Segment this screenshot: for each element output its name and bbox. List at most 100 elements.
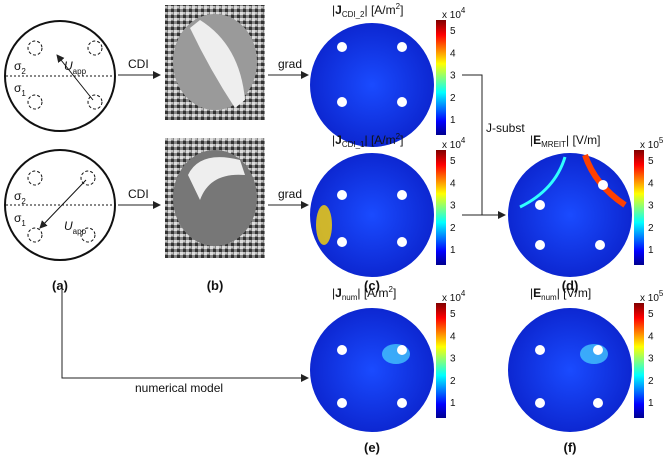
colorbar-tick-label: 3 xyxy=(648,201,654,212)
map-title: |JCDI_2| [A/m2] xyxy=(332,2,403,19)
colorbar-scale: x 104 xyxy=(442,136,466,151)
electrode xyxy=(397,42,407,52)
unit: [A/m xyxy=(371,3,396,17)
subscript: num xyxy=(342,293,358,302)
phase-images xyxy=(165,5,265,258)
colorbar-scale: x 104 xyxy=(442,289,466,304)
scale-base: x 10 xyxy=(640,140,659,151)
colorbar xyxy=(634,303,644,418)
arrow-label: J-subst xyxy=(486,121,525,135)
electrode xyxy=(337,237,347,247)
colorbar-tick-label: 4 xyxy=(450,178,456,189)
unit: [V/m] xyxy=(572,133,600,147)
colorbar-tick-label: 3 xyxy=(450,71,456,82)
colorbar-tick-label: 1 xyxy=(450,245,456,256)
colorbar-tick-label: 4 xyxy=(648,331,654,342)
scale-base: x 10 xyxy=(442,293,461,304)
colorbar-tick-label: 4 xyxy=(648,178,654,189)
colorbar-tick-label: 5 xyxy=(648,156,654,167)
unit: [A/m xyxy=(364,286,389,300)
colorbar-tick-label: 2 xyxy=(648,376,654,387)
symbol: J xyxy=(335,286,342,300)
unit: [V/m] xyxy=(563,286,591,300)
scale-exp: 5 xyxy=(659,136,664,145)
unit-end: ] xyxy=(393,286,396,300)
scale-exp: 4 xyxy=(461,6,466,15)
colorbar-tick-label: 1 xyxy=(648,245,654,256)
colorbar xyxy=(436,20,446,135)
sigma-label: σ2 xyxy=(14,59,26,76)
map-title: |Jnum| [A/m2] xyxy=(332,285,396,302)
symbol: J xyxy=(335,3,342,17)
colorbar-tick-label: 5 xyxy=(450,156,456,167)
unit-end: ] xyxy=(400,133,403,147)
colorbar-scale: x 105 xyxy=(640,289,664,304)
u-label-main: U xyxy=(64,219,73,233)
u-label-sub: app xyxy=(73,227,87,236)
arrow-label: grad xyxy=(278,187,302,201)
colorbar-tick-label: 4 xyxy=(450,331,456,342)
sigma-label-sub: 1 xyxy=(21,89,26,98)
map-disk xyxy=(310,23,434,147)
colorbar-tick-label: 3 xyxy=(450,201,456,212)
electrode xyxy=(593,345,603,355)
colorbar-scale: x 104 xyxy=(442,6,466,21)
u-label-sub: app xyxy=(73,67,87,76)
u-label: Uapp xyxy=(64,59,87,76)
map-disk xyxy=(508,153,632,277)
scale-base: x 10 xyxy=(640,293,659,304)
colorbar-tick-label: 1 xyxy=(648,398,654,409)
colorbar xyxy=(436,150,446,265)
unit: [A/m xyxy=(371,133,396,147)
sigma-label-sub: 1 xyxy=(21,219,26,228)
subscript: num xyxy=(541,293,557,302)
subscript: MREIT xyxy=(541,140,566,149)
electrode xyxy=(598,180,608,190)
electrode xyxy=(397,398,407,408)
colorbar-scale: x 105 xyxy=(640,136,664,151)
unit-end: ] xyxy=(400,3,403,17)
arrow-label: numerical model xyxy=(135,381,223,395)
electrode xyxy=(337,345,347,355)
colorbar-tick-label: 2 xyxy=(450,93,456,104)
electrode xyxy=(535,398,545,408)
u-label-main: U xyxy=(64,59,73,73)
electrode xyxy=(397,97,407,107)
map-disk xyxy=(310,308,434,432)
symbol: E xyxy=(533,133,541,147)
field-map: 12345x 105|Enum| [V/m] xyxy=(508,286,664,432)
colorbar-tick-label: 5 xyxy=(450,309,456,320)
electrode xyxy=(397,345,407,355)
symbol: J xyxy=(335,133,342,147)
panel-label: (a) xyxy=(52,278,68,293)
scale-base: x 10 xyxy=(442,10,461,21)
panel-label: (e) xyxy=(364,440,380,455)
sigma-label-sub: 2 xyxy=(21,197,26,206)
electrode xyxy=(595,240,605,250)
colorbar xyxy=(436,303,446,418)
electrode xyxy=(535,345,545,355)
electrode xyxy=(337,97,347,107)
scale-exp: 4 xyxy=(461,289,466,298)
figure: σ2σ1σ2σ1UappUappCDICDIgradgradJ-substnum… xyxy=(0,0,668,459)
hot-spot xyxy=(316,205,332,245)
colorbar-tick-label: 2 xyxy=(450,376,456,387)
colorbar-tick-label: 2 xyxy=(648,223,654,234)
electrode xyxy=(337,42,347,52)
panel-label: (f) xyxy=(564,440,577,455)
map-title: |Enum| [V/m] xyxy=(530,286,591,302)
colorbar-tick-label: 1 xyxy=(450,398,456,409)
colorbar-tick-label: 3 xyxy=(450,354,456,365)
electrode xyxy=(397,190,407,200)
colorbar xyxy=(634,150,644,265)
colorbar-tick-label: 4 xyxy=(450,48,456,59)
electrode xyxy=(535,200,545,210)
electrode xyxy=(337,398,347,408)
scale-exp: 4 xyxy=(461,136,466,145)
electrode xyxy=(535,240,545,250)
arrow-label: CDI xyxy=(128,187,149,201)
